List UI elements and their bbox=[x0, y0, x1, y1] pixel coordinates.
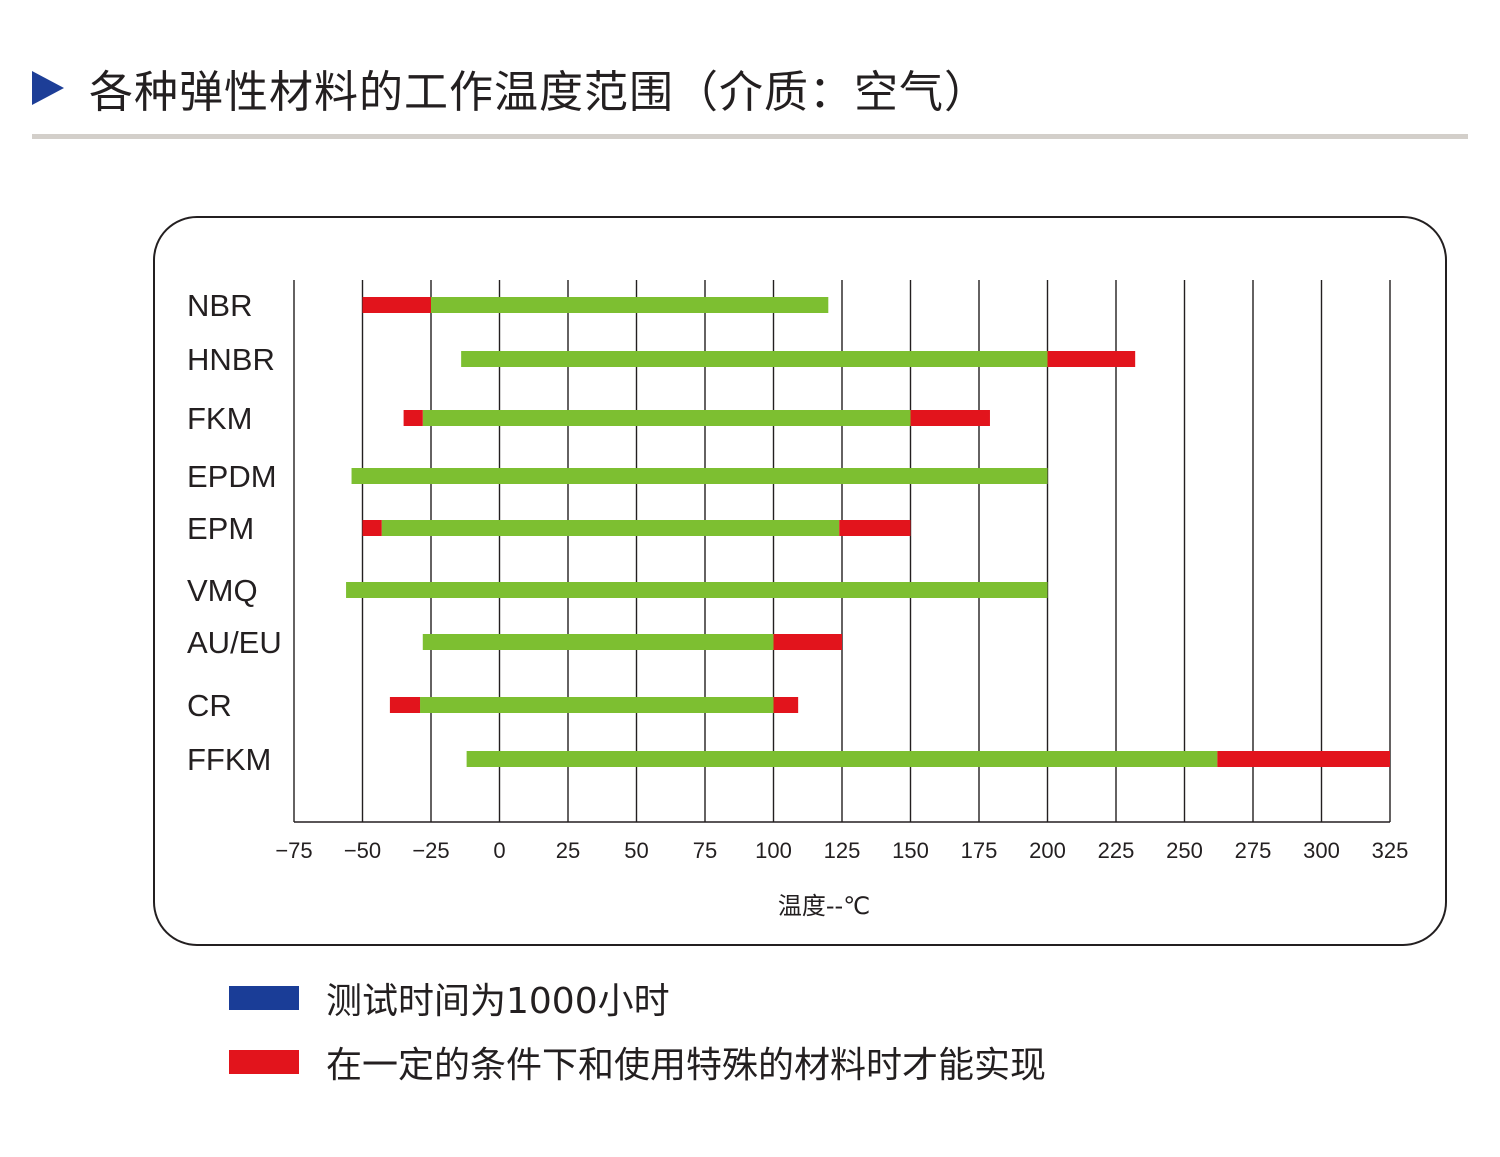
category-label: VMQ bbox=[187, 573, 258, 608]
x-tick-label: 0 bbox=[493, 838, 505, 863]
category-label: EPM bbox=[187, 511, 254, 546]
chart-frame bbox=[153, 216, 1447, 946]
x-axis-label: 温度--℃ bbox=[778, 892, 870, 920]
x-tick-label: 125 bbox=[824, 838, 861, 863]
x-tick-label: 100 bbox=[755, 838, 792, 863]
range-bar bbox=[351, 468, 1048, 484]
x-tick-label: 150 bbox=[892, 838, 929, 863]
range-bar bbox=[839, 520, 911, 536]
category-label: FKM bbox=[187, 401, 252, 436]
x-tick-label: 50 bbox=[624, 838, 648, 863]
legend-swatch-blue bbox=[229, 986, 299, 1010]
range-bar bbox=[346, 582, 1048, 598]
range-bar bbox=[461, 351, 1048, 367]
range-bar bbox=[362, 520, 382, 536]
title-divider bbox=[32, 134, 1468, 139]
range-bar bbox=[403, 410, 423, 426]
x-tick-label: 300 bbox=[1303, 838, 1340, 863]
triangle-marker-icon bbox=[32, 71, 64, 105]
range-bar bbox=[362, 297, 431, 313]
x-tick-label: 275 bbox=[1235, 838, 1272, 863]
x-tick-label: −25 bbox=[412, 838, 449, 863]
legend-label: 测试时间为1000小时 bbox=[326, 981, 670, 1022]
x-tick-label: −75 bbox=[275, 838, 312, 863]
x-tick-label: 225 bbox=[1098, 838, 1135, 863]
x-tick-label: 25 bbox=[556, 838, 580, 863]
range-bar bbox=[389, 697, 421, 713]
legend-label: 在一定的条件下和使用特殊的材料时才能实现 bbox=[326, 1045, 1047, 1086]
range-bar bbox=[422, 634, 774, 650]
x-tick-label: 75 bbox=[693, 838, 717, 863]
range-bar bbox=[773, 634, 842, 650]
page-header: 各种弹性材料的工作温度范围（介质：空气） bbox=[32, 58, 989, 118]
category-label: HNBR bbox=[187, 342, 275, 377]
range-bar bbox=[420, 697, 774, 713]
range-bar bbox=[431, 297, 829, 313]
category-label: EPDM bbox=[187, 459, 277, 494]
category-label: AU/EU bbox=[187, 625, 282, 660]
x-tick-label: 250 bbox=[1166, 838, 1203, 863]
category-label: NBR bbox=[187, 288, 252, 323]
legend-swatch-red bbox=[229, 1050, 299, 1074]
range-bar bbox=[1047, 351, 1136, 367]
legend-item-test-time: 测试时间为1000小时 bbox=[229, 972, 670, 1024]
x-tick-label: 175 bbox=[961, 838, 998, 863]
range-bar bbox=[422, 410, 911, 426]
page-title: 各种弹性材料的工作温度范围（介质：空气） bbox=[89, 67, 989, 118]
category-label: FFKM bbox=[187, 742, 271, 777]
range-bar bbox=[910, 410, 990, 426]
range-bar bbox=[381, 520, 840, 536]
category-label: CR bbox=[187, 688, 232, 723]
x-tick-label: 325 bbox=[1372, 838, 1409, 863]
range-bar bbox=[773, 697, 799, 713]
temperature-range-chart: −75 −50 −25 0 25 50 75 100 125 150 175 200 225 250 275… bbox=[187, 280, 1409, 920]
x-tick-label: −50 bbox=[344, 838, 381, 863]
range-bar bbox=[466, 751, 1218, 767]
legend-item-special-conditions: 在一定的条件下和使用特殊的材料时才能实现 bbox=[229, 1036, 1046, 1088]
x-tick-label: 200 bbox=[1029, 838, 1066, 863]
range-bar bbox=[1217, 751, 1390, 767]
